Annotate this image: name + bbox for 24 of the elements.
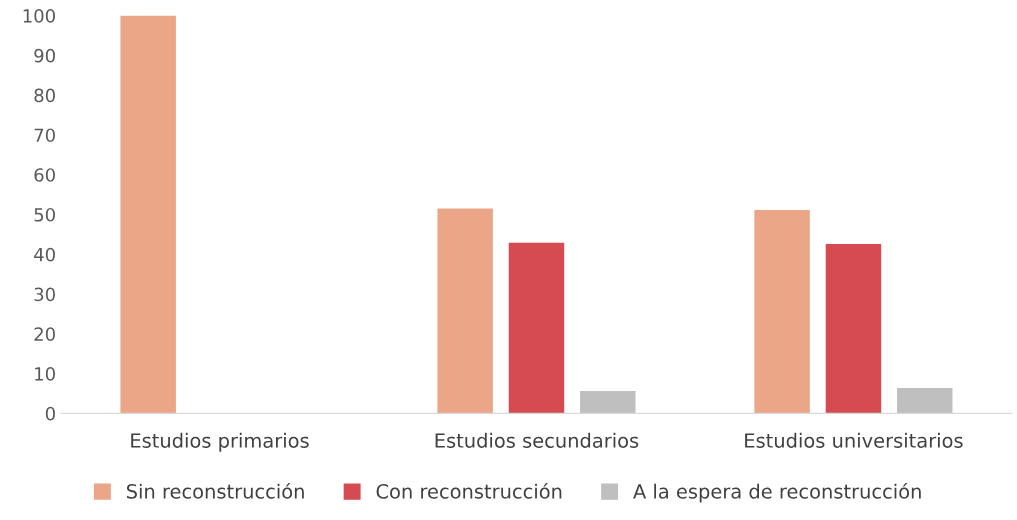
y-tick-label: 10 <box>35 367 55 381</box>
y-tick-label: 20 <box>34 327 55 341</box>
y-tick-label: 30 <box>34 287 55 302</box>
bar <box>437 208 493 414</box>
y-tick-label: 0 <box>45 406 55 421</box>
legend-label: A la espera de reconstrucción <box>633 482 921 503</box>
bar <box>120 15 176 414</box>
y-tick-label: 100 <box>23 9 55 23</box>
bar <box>508 242 565 414</box>
bar <box>825 243 882 414</box>
bar <box>754 210 810 414</box>
x-tick-label: Estudios secundarios <box>435 432 639 448</box>
x-tick-label: Estudios universitarios <box>745 432 963 448</box>
y-tick-label: 80 <box>34 88 55 103</box>
legend-label: Con reconstrucción <box>376 482 562 499</box>
y-tick-label: 60 <box>34 168 55 182</box>
y-tick-label: 90 <box>34 48 55 63</box>
bar <box>580 391 636 414</box>
y-tick-label: 40 <box>34 247 55 262</box>
bar <box>897 387 953 414</box>
y-tick-label: 50 <box>34 207 55 222</box>
legend-label: Sin reconstrucción <box>126 482 304 499</box>
x-tick-label: Estudios primarios <box>131 432 309 452</box>
y-tick-label: 70 <box>34 128 55 143</box>
